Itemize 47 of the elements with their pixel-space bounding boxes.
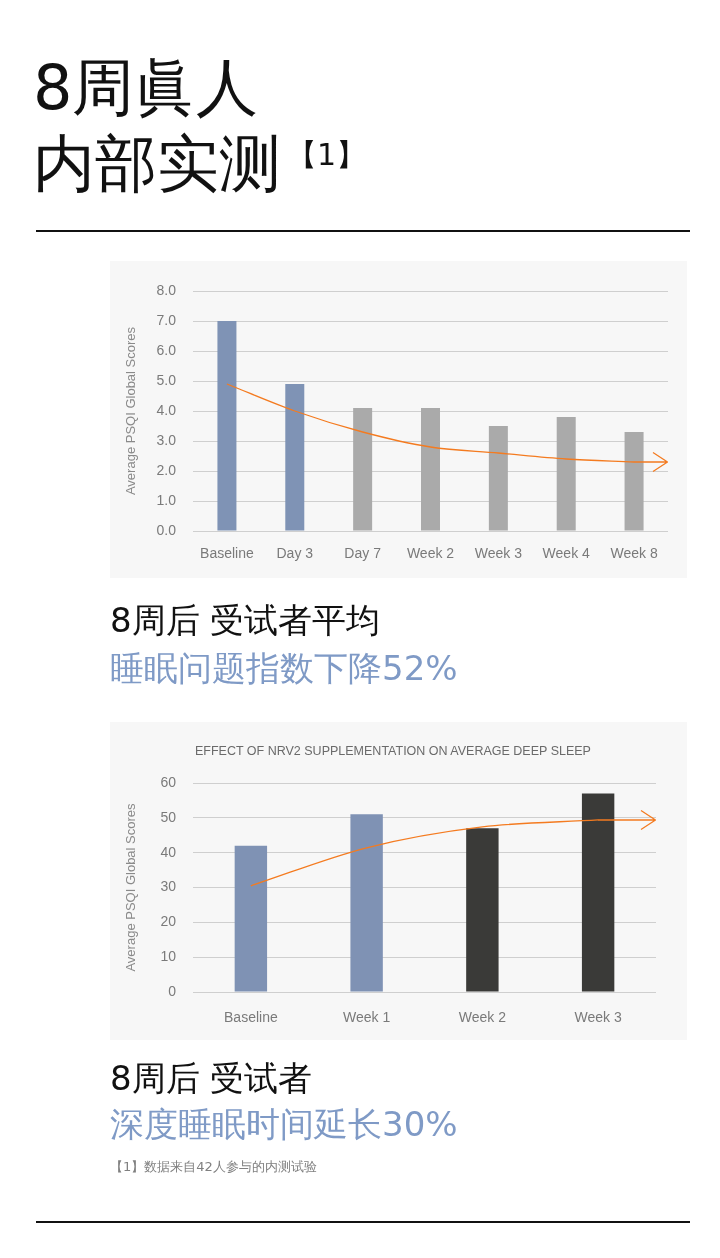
- y-tick-label: 2.0: [156, 461, 177, 478]
- y-tick-label: 40: [160, 843, 177, 860]
- x-tick-label: Week 3: [574, 1009, 622, 1026]
- y-tick-label: 0.0: [156, 521, 177, 538]
- y-tick-label: 8.0: [156, 281, 177, 298]
- bar: [353, 408, 373, 531]
- y-tick-label: 60: [160, 773, 177, 790]
- text: 睡眠问题指数下降52%: [110, 647, 458, 690]
- bar: [285, 384, 305, 531]
- x-tick-label: Baseline: [200, 545, 254, 562]
- y-tick-label: 10: [160, 948, 177, 965]
- text: 【1】数据来自42人参与的内测试验: [110, 1158, 317, 1176]
- x-tick-label: Week 2: [458, 1009, 507, 1026]
- bar: [581, 793, 615, 992]
- x-tick-label: Week 8: [610, 545, 658, 562]
- x-tick-label: Day 3: [276, 545, 314, 562]
- y-tick-label: 50: [160, 808, 177, 825]
- y-tick-label: 0: [168, 982, 177, 999]
- y-tick-label: 5.0: [156, 371, 177, 388]
- text: 8周后 受试者: [110, 1057, 313, 1100]
- bar: [421, 408, 440, 531]
- y-tick-label: 30: [160, 878, 177, 895]
- x-tick-label: Baseline: [224, 1009, 278, 1026]
- bar: [350, 814, 383, 992]
- x-tick-label: Week 4: [542, 545, 591, 562]
- x-tick-label: Week 3: [474, 545, 523, 562]
- y-tick-label: 4.0: [156, 401, 177, 418]
- bar: [556, 417, 576, 531]
- y-tick-label: 20: [160, 913, 177, 930]
- y-axis-title: Average PSQI Global Scores: [123, 802, 139, 972]
- y-tick-label: 7.0: [156, 311, 177, 328]
- y-axis-title: Average PSQI Global Scores: [123, 326, 139, 496]
- x-tick-label: Day 7: [344, 545, 382, 562]
- y-tick-label: 6.0: [156, 341, 177, 358]
- bar: [466, 828, 499, 992]
- text: 8周后 受试者平均: [110, 599, 381, 642]
- chart-title: EFFECT OF NRV2 SUPPLEMENTATION ON AVERAGE DEEP SLEEP: [195, 744, 591, 758]
- y-tick-label: 3.0: [156, 431, 177, 448]
- bar: [217, 321, 237, 531]
- bar: [488, 426, 508, 531]
- chart-title: 8周眞人内部实测$^{【1】}$: [33, 50, 367, 202]
- x-tick-label: Week 1: [343, 1009, 391, 1026]
- bar: [624, 432, 644, 531]
- bar: [234, 845, 268, 992]
- text: 深度睡眠时间延长30%: [110, 1103, 458, 1146]
- x-tick-label: Week 2: [406, 545, 455, 562]
- y-tick-label: 1.0: [156, 491, 177, 508]
